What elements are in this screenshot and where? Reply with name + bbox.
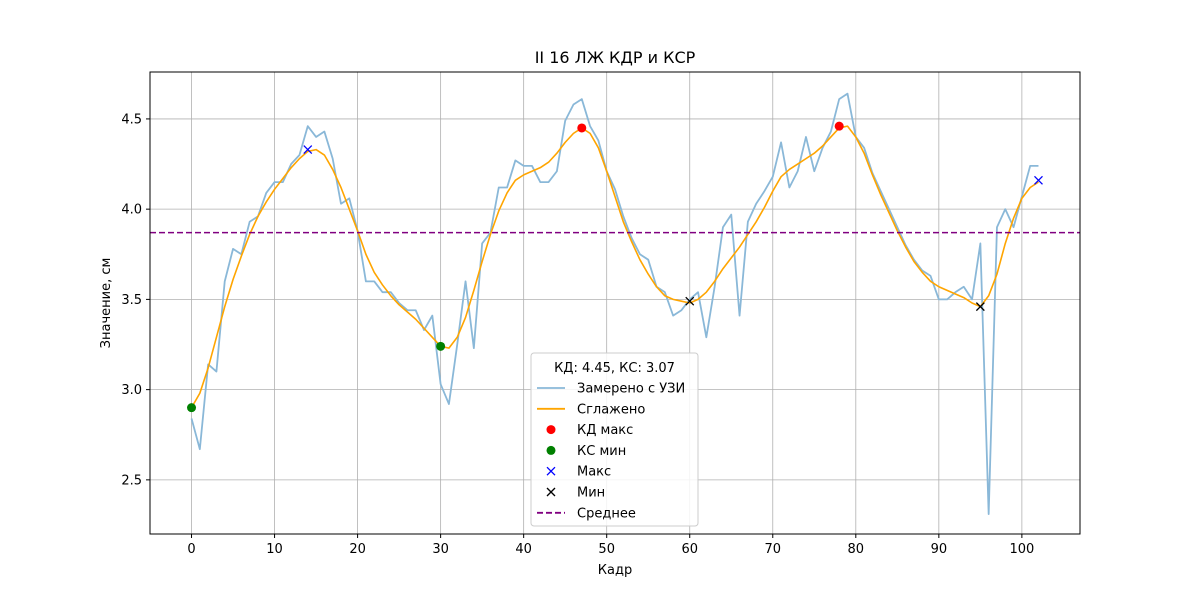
legend-item: Среднее bbox=[537, 506, 636, 521]
legend-swatch bbox=[546, 466, 556, 476]
x-axis-label: Кадр bbox=[598, 563, 632, 578]
x-tick-label: 60 bbox=[681, 542, 698, 557]
marker-stroke bbox=[303, 145, 313, 155]
marker-stroke bbox=[685, 296, 695, 306]
legend-item: Макс bbox=[546, 465, 611, 480]
ed-max-marker bbox=[834, 121, 844, 131]
legend-label: Сглажено bbox=[577, 402, 645, 417]
legend-item: Замерено с УЗИ bbox=[537, 382, 685, 397]
measured-series-line bbox=[190, 92, 1039, 516]
legend-label: КС мин bbox=[577, 444, 626, 459]
legend-label: КД макс bbox=[577, 423, 633, 438]
legend-item: КС мин bbox=[546, 444, 626, 459]
x-tick-label: 40 bbox=[515, 542, 532, 557]
y-tick-label: 3.0 bbox=[121, 383, 142, 398]
y-tick-label: 2.5 bbox=[121, 473, 142, 488]
legend-label: Среднее bbox=[577, 506, 636, 521]
x-tick-label: 30 bbox=[432, 542, 449, 557]
x-tick-label: 70 bbox=[764, 542, 781, 557]
es-min-marker bbox=[436, 341, 446, 351]
marker-stroke bbox=[546, 466, 556, 476]
y-tick-label: 4.5 bbox=[121, 112, 142, 127]
grid bbox=[150, 72, 1080, 534]
x-tick-label: 90 bbox=[931, 542, 948, 557]
axes-frame bbox=[149, 71, 1081, 535]
y-tick-label: 4.0 bbox=[121, 203, 142, 218]
legend-label: Макс bbox=[577, 465, 611, 480]
legend-swatch bbox=[546, 487, 556, 497]
max-marker bbox=[1034, 175, 1043, 185]
legend-label: Мин bbox=[577, 486, 605, 501]
x-tick-label: 20 bbox=[349, 542, 366, 557]
legend-swatch bbox=[546, 445, 556, 455]
chart-title: II 16 ЛЖ КДР и КСР bbox=[535, 48, 696, 67]
y-tick-label: 3.5 bbox=[121, 293, 142, 308]
y-axis-label: Значение, см bbox=[99, 258, 114, 349]
min-marker bbox=[685, 296, 695, 306]
marker-stroke bbox=[546, 487, 556, 497]
x-tick-label: 100 bbox=[1009, 542, 1034, 557]
min-marker bbox=[975, 302, 985, 312]
legend-item: Сглажено bbox=[537, 402, 645, 417]
marker-stroke bbox=[975, 302, 985, 312]
axis-ticks: 0 10 20 30 40 50 60 70 80 90 100 2.5 3.0 3.5 4.0 4.5 bbox=[121, 112, 1034, 557]
legend-title: КД: 4.45, КС: 3.07 bbox=[554, 361, 675, 376]
x-tick-label: 10 bbox=[266, 542, 283, 557]
legend-box bbox=[530, 352, 699, 527]
ed-max-marker bbox=[577, 123, 587, 133]
x-tick-label: 50 bbox=[598, 542, 615, 557]
legend-label: Замерено с УЗИ bbox=[577, 382, 685, 397]
plot-area bbox=[150, 92, 1080, 516]
legend-item: Мин bbox=[546, 486, 605, 501]
x-tick-label: 80 bbox=[848, 542, 865, 557]
legend-item: КД макс bbox=[546, 423, 633, 438]
legend: КД: 4.45, КС: 3.07 Замерено с УЗИ Сглажено… bbox=[530, 352, 699, 527]
max-marker bbox=[303, 145, 313, 155]
smoothed-series-line bbox=[190, 125, 1039, 409]
legend-swatch bbox=[546, 425, 556, 435]
x-tick-label: 0 bbox=[187, 542, 195, 557]
es-min-marker bbox=[187, 403, 197, 413]
marker-stroke bbox=[1034, 175, 1043, 185]
